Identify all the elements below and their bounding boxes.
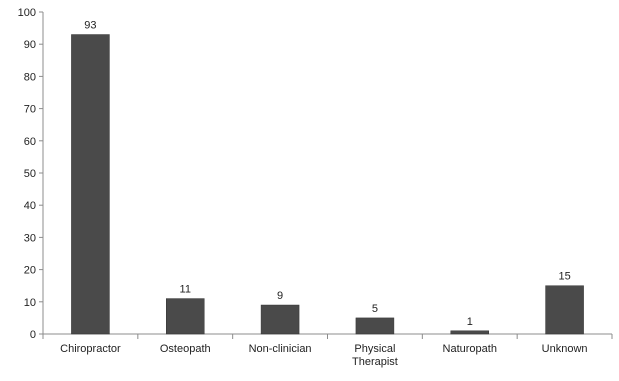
y-tick-label: 30: [24, 232, 36, 244]
y-tick-label: 90: [24, 39, 36, 51]
y-tick-label: 80: [24, 71, 36, 83]
bar-osteopath: [166, 298, 205, 335]
bar-physical-therapist: [355, 317, 395, 335]
x-tick-label: Unknown: [542, 343, 588, 355]
y-tick-label: 40: [24, 200, 36, 212]
x-tick-label: Osteopath: [160, 343, 211, 355]
x-tick-label: Non-clinician: [249, 343, 312, 355]
data-labels: 93 11 9 5 1 15: [84, 20, 570, 328]
data-label: 93: [84, 20, 96, 32]
y-tick-label: 60: [24, 136, 36, 148]
y-tick-label: 100: [18, 7, 36, 19]
bar-unknown: [545, 285, 584, 335]
x-axis: Chiropractor Osteopath Non-clinician Physic…: [42, 333, 613, 368]
x-tick-label: Chiropractor: [60, 343, 121, 355]
y-tick-label: 10: [24, 297, 36, 309]
data-label: 15: [558, 271, 570, 283]
x-tick-label: Physical: [354, 343, 395, 355]
y-tick-label: 0: [30, 329, 36, 341]
data-label: 9: [277, 290, 283, 302]
data-label: 5: [372, 303, 378, 315]
data-label: 1: [467, 316, 473, 328]
data-label: 11: [180, 284, 191, 296]
bar-chiropractor: [71, 34, 110, 335]
y-tick-label: 70: [24, 104, 36, 116]
bars: [71, 34, 584, 335]
y-axis: 0 10 20 30 40 50 60 70 80 90 100: [18, 7, 44, 341]
x-tick-label: Therapist: [352, 356, 398, 368]
bar-non-clinician: [260, 304, 300, 335]
bar-naturopath: [450, 330, 489, 335]
y-tick-label: 50: [24, 168, 36, 180]
y-tick-label: 20: [24, 265, 36, 277]
x-tick-label: Naturopath: [443, 343, 497, 355]
